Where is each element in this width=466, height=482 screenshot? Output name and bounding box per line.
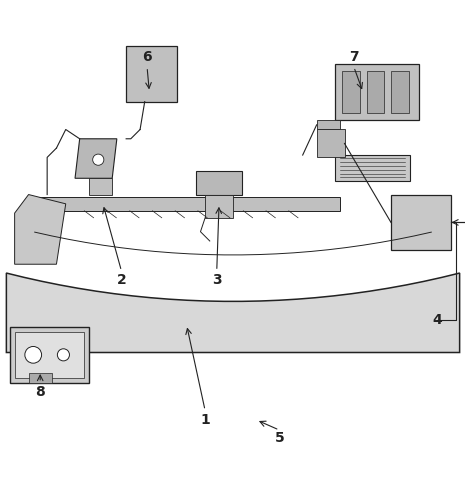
Polygon shape xyxy=(28,374,52,383)
Polygon shape xyxy=(205,195,233,218)
Polygon shape xyxy=(335,155,410,181)
Polygon shape xyxy=(14,195,66,264)
Text: 1: 1 xyxy=(200,413,210,427)
Polygon shape xyxy=(89,178,112,195)
Polygon shape xyxy=(335,65,419,120)
Circle shape xyxy=(25,347,41,363)
Polygon shape xyxy=(7,273,459,352)
Text: 7: 7 xyxy=(349,51,359,65)
Polygon shape xyxy=(10,327,89,383)
Polygon shape xyxy=(196,171,242,195)
Text: 4: 4 xyxy=(432,313,442,327)
Polygon shape xyxy=(391,71,409,113)
Text: 2: 2 xyxy=(116,273,126,287)
Circle shape xyxy=(93,154,104,165)
Text: 6: 6 xyxy=(142,51,152,65)
Polygon shape xyxy=(342,71,360,113)
Circle shape xyxy=(57,349,69,361)
Polygon shape xyxy=(316,130,344,157)
Polygon shape xyxy=(38,197,340,211)
Polygon shape xyxy=(75,139,117,178)
Text: 5: 5 xyxy=(274,431,284,445)
Polygon shape xyxy=(126,46,177,102)
Polygon shape xyxy=(316,120,340,130)
Polygon shape xyxy=(391,195,452,250)
Polygon shape xyxy=(367,71,384,113)
Polygon shape xyxy=(14,332,84,378)
Text: 8: 8 xyxy=(35,385,45,399)
Text: 3: 3 xyxy=(212,273,221,287)
